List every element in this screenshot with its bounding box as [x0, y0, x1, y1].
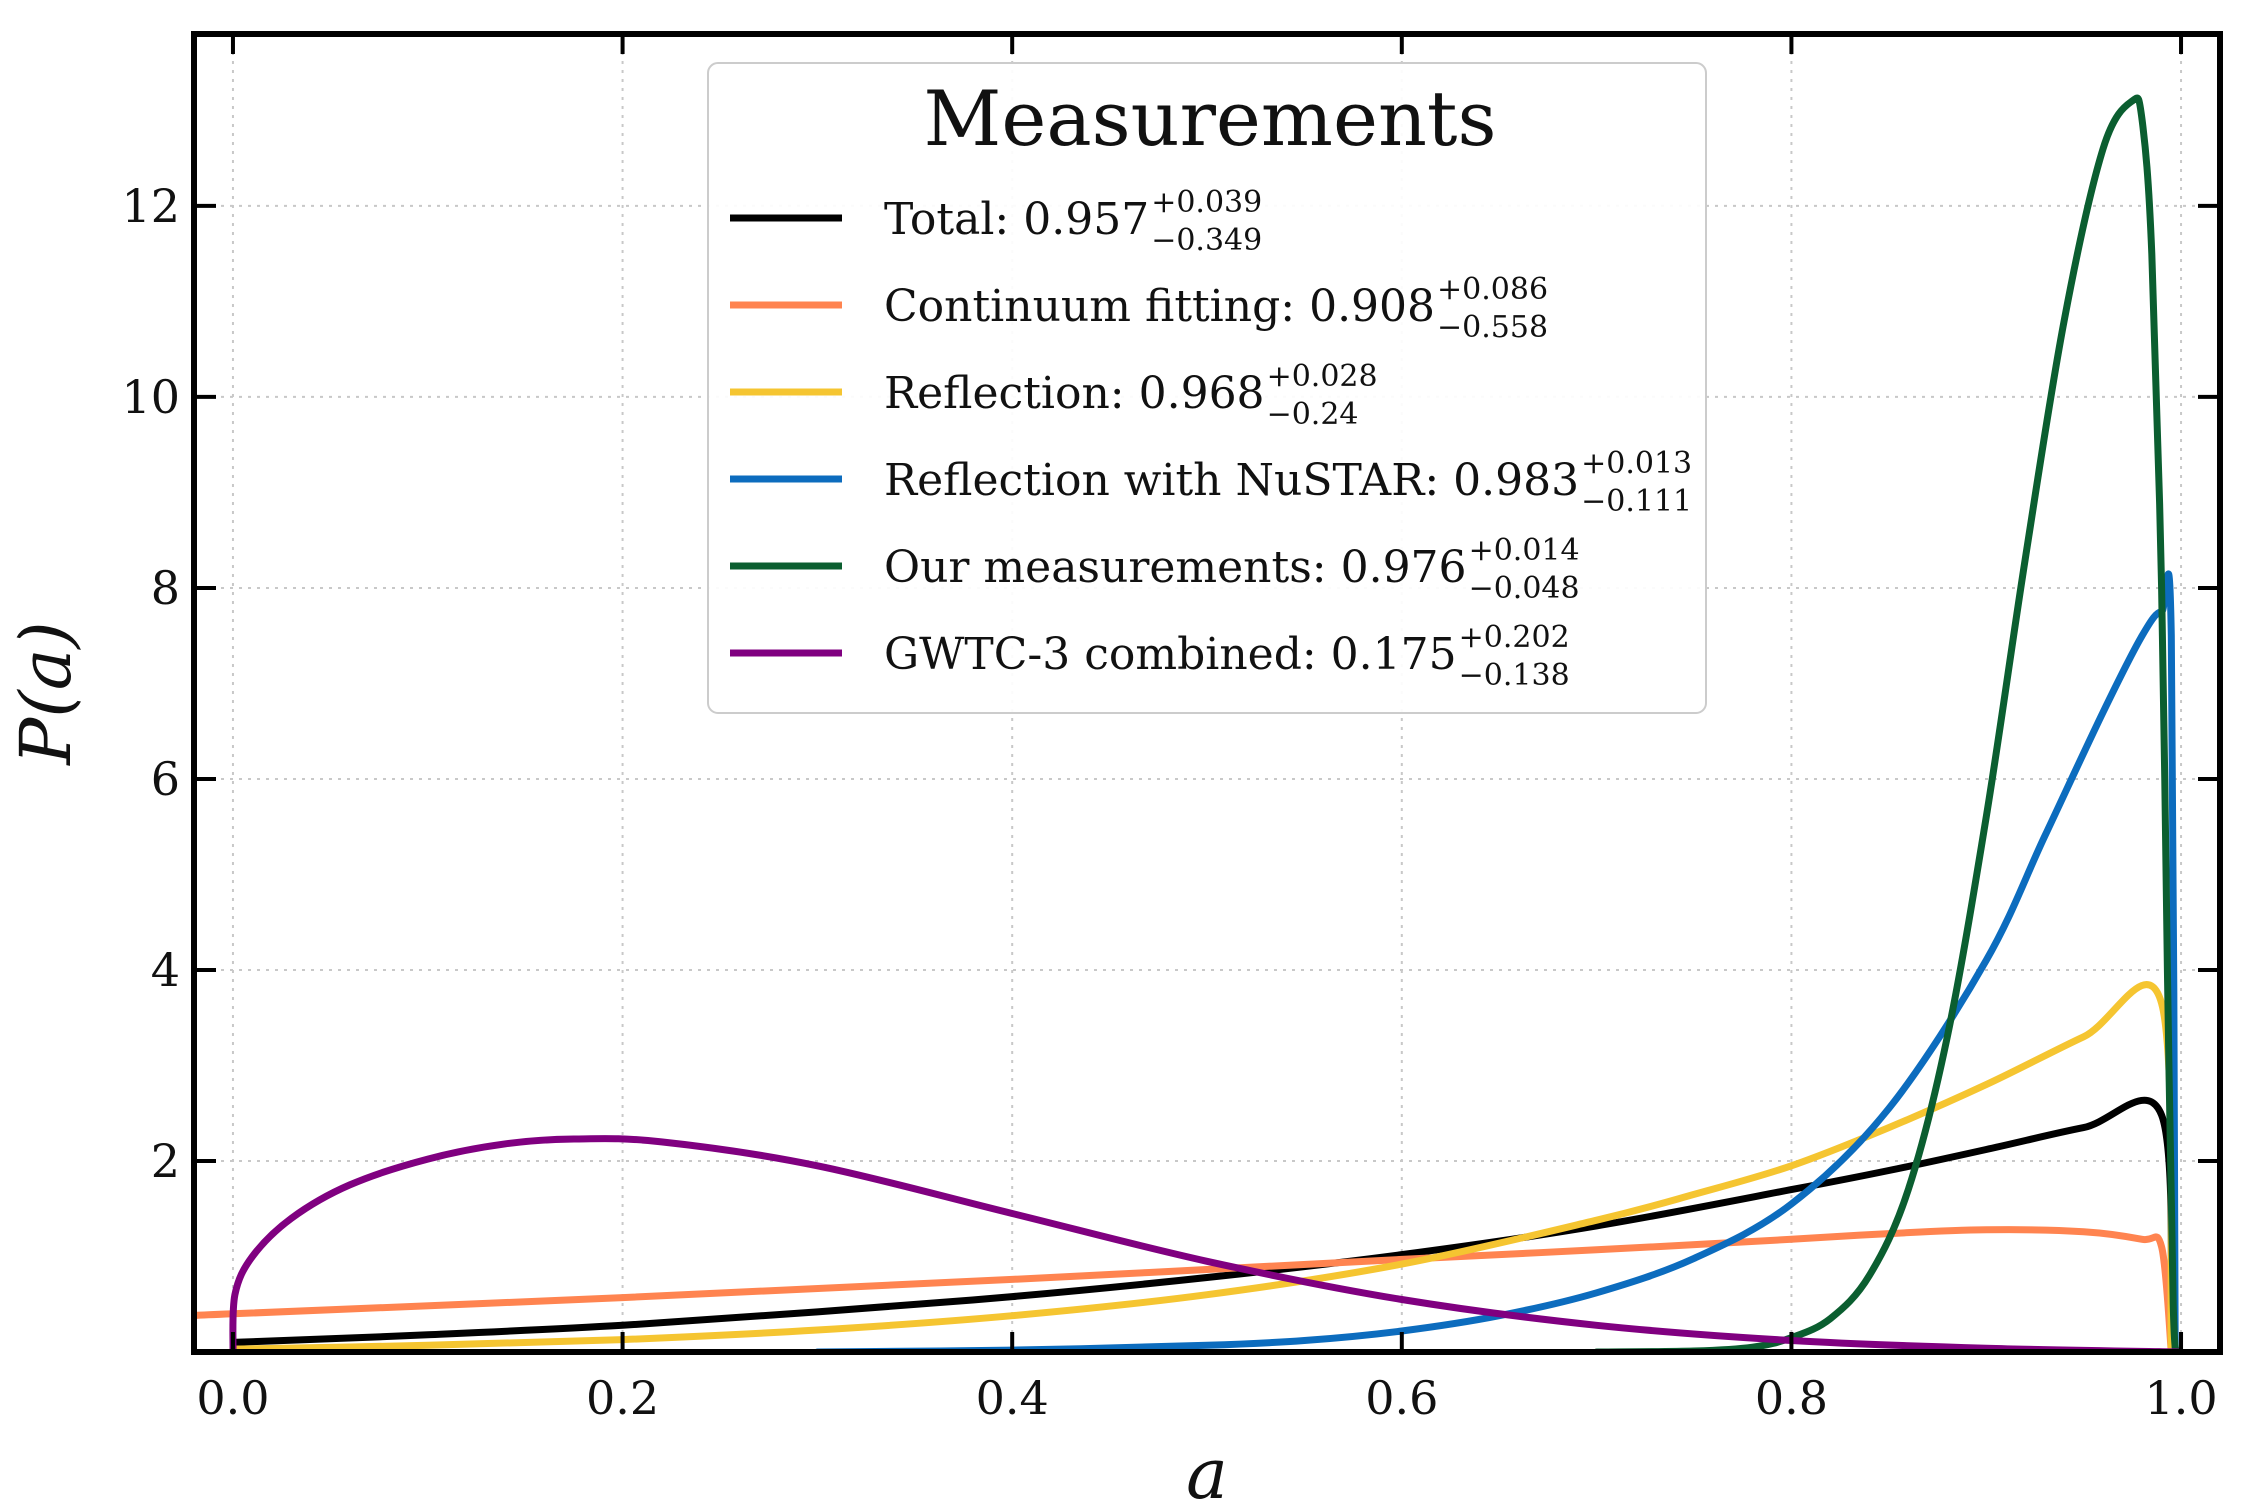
x-tick-label: 0.4 — [976, 1371, 1049, 1425]
legend-label: Continuum fitting: 0.908 — [884, 281, 1435, 332]
series-layer — [194, 94, 2185, 1352]
legend-lower-error: −0.111 — [1581, 484, 1692, 519]
legend-entry-reflection-with-nustar: Reflection with NuSTAR: 0.983 +0.013−0.11… — [730, 446, 1692, 519]
series-line-continuum-fitting — [194, 1226, 2175, 1352]
legend-upper-error: +0.013 — [1581, 446, 1692, 481]
legend-label: GWTC-3 combined: 0.175 — [884, 629, 1457, 680]
legend-upper-error: +0.028 — [1267, 359, 1378, 394]
legend-lower-error: −0.24 — [1267, 397, 1359, 432]
legend-entry-continuum-fitting: Continuum fitting: 0.908 +0.086−0.558 — [730, 272, 1548, 345]
x-tick-label: 0.2 — [586, 1371, 659, 1425]
x-axis-title: a — [1186, 1433, 1228, 1510]
legend-entry-reflection: Reflection: 0.968 +0.028−0.24 — [730, 359, 1378, 432]
legend-title: Measurements — [924, 74, 1497, 163]
plot-frame — [191, 31, 2223, 1355]
legend-lower-error: −0.048 — [1469, 571, 1580, 606]
legend-upper-error: +0.202 — [1459, 620, 1570, 655]
y-tick-label: 2 — [151, 1134, 180, 1188]
y-tick-label: 10 — [121, 370, 180, 424]
y-tick-label: 6 — [151, 752, 180, 806]
y-tick-label: 4 — [151, 943, 180, 997]
legend-label: Reflection: 0.968 — [884, 368, 1265, 419]
legend-label: Total: 0.957 — [884, 194, 1149, 245]
series-line-reflection — [229, 981, 2175, 1352]
x-tick-label: 1.0 — [2144, 1371, 2217, 1425]
legend-lower-error: −0.558 — [1437, 310, 1548, 345]
x-tick-label: 0.0 — [196, 1371, 269, 1425]
legend-entry-total: Total: 0.957 +0.039−0.349 — [730, 185, 1262, 258]
x-tick-label: 0.8 — [1755, 1371, 1828, 1425]
legend-upper-error: +0.039 — [1151, 185, 1262, 220]
legend-entry-gwtc-3-combined: GWTC-3 combined: 0.175 +0.202−0.138 — [730, 620, 1570, 693]
legend-lower-error: −0.138 — [1459, 658, 1570, 693]
legend-label: Reflection with NuSTAR: 0.983 — [884, 455, 1579, 506]
legend-upper-error: +0.014 — [1469, 533, 1580, 568]
legend-entry-our-measurements: Our measurements: 0.976 +0.014−0.048 — [730, 533, 1580, 606]
y-tick-label: 12 — [121, 179, 180, 233]
x-tick-label: 0.6 — [1365, 1371, 1438, 1425]
series-line-reflection-with-nustar — [813, 570, 2179, 1352]
legend: Measurements Total: 0.957 +0.039−0.349 Con… — [707, 62, 1707, 714]
y-tick-label: 8 — [151, 561, 180, 615]
legend-label: Our measurements: 0.976 — [884, 542, 1467, 593]
legend-entries: Total: 0.957 +0.039−0.349 Continuum fittin… — [730, 185, 1692, 693]
series-line-total — [229, 1096, 2175, 1352]
series-line-our-measurements — [1593, 94, 2181, 1352]
legend-lower-error: −0.349 — [1151, 223, 1262, 258]
legend-upper-error: +0.086 — [1437, 272, 1548, 307]
legend-box — [707, 62, 1707, 714]
ticks: 0.0 0.2 0.4 0.6 0.8 1.0 2 4 6 8 10 12 — [121, 34, 2220, 1425]
series-line-gwtc-3-combined — [229, 1135, 2185, 1352]
y-axis-title: P(a) — [5, 621, 87, 766]
